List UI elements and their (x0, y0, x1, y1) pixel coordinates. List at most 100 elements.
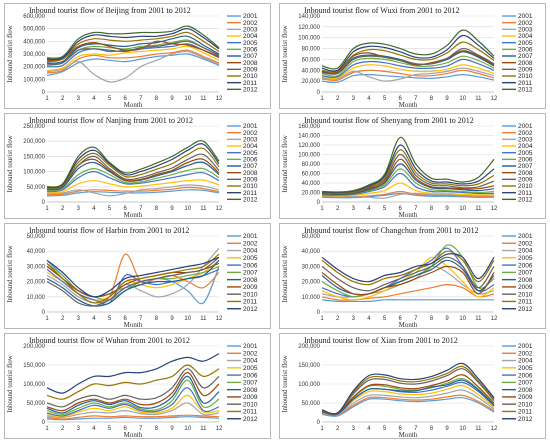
x-tick-label: 10 (459, 206, 466, 212)
x-tick-label: 10 (184, 426, 191, 432)
legend-label: 2002 (518, 240, 533, 247)
line-chart: Inbound tourist flow of Wuxi from 2001 t… (281, 6, 533, 109)
x-tick-label: 11 (475, 426, 482, 432)
y-tick-label: 120,000 (298, 143, 320, 149)
legend-label: 2007 (518, 380, 533, 387)
legend-label: 2009 (243, 394, 258, 401)
series-line-2004 (321, 389, 495, 417)
y-tick-label: 160,000 (298, 124, 320, 130)
line-chart: Inbound tourist flow of Changchun from 2… (281, 226, 533, 329)
x-tick-label: 11 (475, 316, 482, 322)
y-tick-label: 60,000 (302, 57, 321, 63)
legend-label: 2004 (518, 358, 533, 365)
series-line-2003 (46, 50, 220, 83)
x-tick-label: 10 (459, 96, 466, 102)
y-tick-label: 100,000 (298, 36, 320, 42)
legend-label: 2010 (243, 291, 258, 298)
series-line-2001 (46, 53, 220, 77)
y-tick-label: 40,000 (302, 181, 321, 187)
x-tick-label: 4 (92, 206, 96, 212)
legend-label: 2004 (518, 143, 533, 150)
series-line-2010 (321, 256, 495, 292)
y-tick-label: 50,000 (302, 401, 321, 407)
x-tick-label: 3 (77, 96, 81, 102)
series-line-2012 (46, 353, 220, 394)
line-chart: Inbound tourist flow of Harbin from 2001… (6, 226, 258, 329)
series-line-2012 (321, 29, 495, 70)
x-tick-label: 3 (352, 316, 356, 322)
x-tick-label: 12 (216, 206, 223, 212)
x-tick-label: 11 (200, 316, 207, 322)
legend-label: 2010 (518, 73, 533, 80)
x-axis-label: Month (399, 321, 418, 329)
x-tick-label: 7 (139, 426, 143, 432)
x-tick-label: 12 (491, 206, 498, 212)
legend-label: 2011 (518, 299, 532, 306)
legend-label: 2008 (518, 170, 533, 177)
legend-label: 2006 (243, 157, 258, 164)
legend-label: 2001 (243, 343, 258, 350)
legend-label: 2004 (518, 248, 533, 255)
x-tick-label: 2 (61, 426, 65, 432)
legend-label: 2012 (243, 197, 258, 204)
series-line-2003 (321, 67, 495, 82)
legend-label: 2012 (243, 416, 258, 423)
legend-label: 2010 (243, 401, 258, 408)
y-axis-label: Inbound tourist flow (6, 354, 14, 412)
x-tick-label: 1 (45, 316, 49, 322)
legend-label: 2009 (518, 177, 533, 184)
y-axis-label: Inbound tourist flow (6, 244, 14, 302)
x-tick-label: 10 (184, 316, 191, 322)
x-tick-label: 6 (124, 206, 128, 212)
series-line-2011 (321, 34, 495, 72)
y-tick-label: 0 (317, 200, 321, 206)
x-tick-label: 1 (320, 426, 324, 432)
series-line-2001 (46, 189, 220, 197)
series-line-2002 (46, 49, 220, 74)
x-tick-label: 3 (77, 316, 81, 322)
y-tick-label: 80,000 (302, 47, 321, 53)
series-line-2004 (321, 182, 495, 197)
legend-label: 2003 (518, 27, 533, 34)
legend-label: 2011 (518, 409, 532, 416)
series-line-2011 (321, 250, 495, 286)
y-axis-label: Inbound tourist flow (281, 244, 289, 302)
x-tick-label: 12 (216, 96, 223, 102)
legend-label: 2005 (518, 150, 533, 157)
legend-label: 2003 (243, 27, 258, 34)
line-chart: Inbound tourist flow of Beijing from 200… (6, 6, 258, 109)
legend-label: 2002 (243, 350, 258, 357)
y-tick-label: 250,000 (23, 124, 45, 130)
x-tick-label: 5 (108, 426, 112, 432)
y-tick-label: 0 (42, 420, 46, 426)
y-tick-label: 20,000 (302, 79, 321, 85)
x-tick-label: 9 (445, 206, 449, 212)
y-tick-label: 40,000 (302, 249, 321, 255)
legend-label: 2002 (518, 20, 533, 27)
x-tick-label: 1 (320, 316, 324, 322)
x-tick-label: 9 (445, 426, 449, 432)
series-line-2001 (321, 299, 494, 303)
legend-label: 2010 (243, 183, 258, 190)
series-line-2005 (321, 384, 495, 416)
legend-label: 2003 (243, 137, 258, 144)
legend-label: 2011 (243, 299, 257, 306)
x-tick-label: 6 (124, 426, 128, 432)
x-tick-label: 2 (336, 96, 340, 102)
series-line-2010 (46, 368, 220, 408)
x-tick-label: 9 (445, 96, 449, 102)
x-tick-label: 8 (155, 96, 159, 102)
legend-label: 2006 (243, 262, 258, 269)
legend-label: 2011 (518, 190, 532, 197)
y-tick-label: 200,000 (298, 344, 320, 350)
series-line-2007 (46, 35, 220, 64)
series-line-2001 (46, 416, 220, 421)
legend-label: 2004 (243, 248, 258, 255)
y-tick-label: 60,000 (302, 172, 321, 178)
x-tick-label: 5 (383, 426, 387, 432)
x-tick-label: 3 (352, 96, 356, 102)
x-tick-label: 8 (430, 426, 434, 432)
legend-label: 2011 (243, 190, 257, 197)
x-tick-label: 10 (459, 426, 466, 432)
